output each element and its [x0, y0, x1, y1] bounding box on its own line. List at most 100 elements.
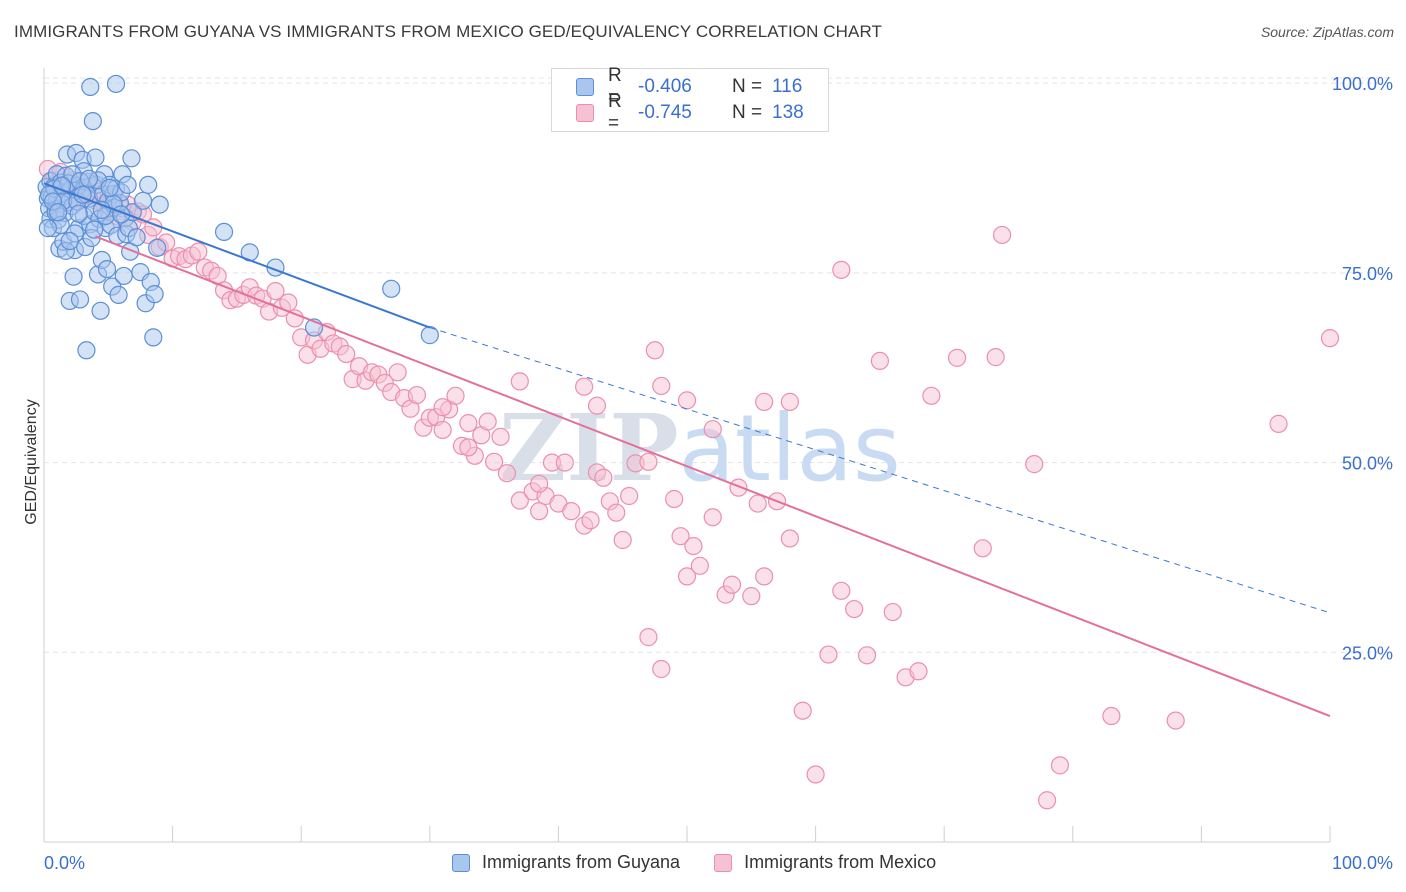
guyana-point: [69, 204, 88, 223]
mexico-point: [780, 392, 799, 411]
legend-swatch-mexico: [714, 853, 733, 872]
mexico-point: [620, 486, 639, 506]
n-label: N =: [732, 102, 763, 123]
y-tick-label: 75.0%: [1342, 264, 1393, 284]
series-legend: Immigrants from Guyana Immigrants from M…: [452, 852, 970, 873]
guyana-point: [86, 148, 105, 167]
mexico-point: [581, 511, 600, 530]
mexico-point: [992, 225, 1012, 245]
mexico-point: [729, 478, 748, 497]
trend-line-mexico: [95, 235, 1331, 717]
mexico-point: [755, 392, 774, 411]
mexico-point: [639, 628, 658, 647]
mexico-point: [555, 453, 574, 472]
mexico-point: [388, 363, 407, 382]
legend-row-guyana: R = -0.406 N = 116: [576, 65, 803, 108]
guyana-point: [49, 203, 68, 222]
mexico-point: [1320, 329, 1340, 348]
mexico-point: [986, 348, 1005, 367]
mexico-point: [446, 386, 465, 405]
guyana-point: [97, 259, 117, 279]
n-value-guyana: 116: [772, 76, 803, 97]
y-axis-label: GED/Equivalency: [23, 399, 40, 524]
mexico-point: [266, 281, 285, 301]
mexico-point: [973, 539, 992, 558]
x-tick-label-min: 0.0%: [44, 853, 85, 873]
mexico-point: [652, 376, 671, 396]
mexico-point: [677, 391, 697, 410]
mexico-point: [1269, 414, 1288, 433]
mexico-point: [530, 474, 549, 493]
n-value-mexico: 138: [772, 102, 804, 123]
legend-item-guyana[interactable]: Immigrants from Guyana: [452, 852, 680, 873]
guyana-point: [79, 169, 99, 188]
mexico-point: [575, 377, 594, 396]
mexico-point: [665, 489, 684, 509]
guyana-point: [70, 290, 90, 309]
mexico-point: [1166, 711, 1185, 730]
mexico-point: [1037, 791, 1057, 810]
mexico-point: [189, 242, 208, 261]
trend-line-guyana-extension: [429, 327, 1331, 614]
mexico-point: [780, 529, 799, 548]
r-value-guyana: -0.406: [638, 76, 692, 97]
chart-title: IMMIGRANTS FROM GUYANA VS IMMIGRANTS FRO…: [14, 22, 883, 41]
guyana-point: [91, 301, 110, 320]
n-label: N =: [732, 76, 763, 97]
guyana-point: [77, 341, 96, 360]
mexico-point: [337, 344, 356, 364]
guyana-point: [52, 176, 72, 195]
watermark-atlas: atlas: [679, 395, 901, 502]
mexico-point: [433, 420, 452, 440]
y-tick-label: 50.0%: [1342, 454, 1393, 474]
mexico-point: [1102, 706, 1121, 726]
mexico-point: [832, 581, 851, 600]
mexico-point: [1025, 455, 1044, 474]
guyana-point: [118, 175, 137, 194]
mexico-point: [690, 556, 709, 575]
guyana-point: [150, 195, 169, 214]
mexico-point: [491, 427, 510, 446]
guyana-point: [127, 228, 146, 247]
guyana-point: [109, 285, 128, 304]
mexico-point: [613, 530, 632, 550]
mexico-point: [607, 503, 626, 522]
mexico-point: [645, 341, 664, 360]
legend-swatch-guyana: [452, 853, 470, 872]
trend-layer: [43, 182, 1331, 717]
mexico-point: [497, 464, 517, 483]
legend-row-mexico: R = -0.745 N = 138: [576, 91, 804, 134]
mexico-point: [857, 646, 877, 665]
mexico-point: [285, 309, 304, 328]
mexico-point: [407, 385, 427, 405]
mexico-point: [684, 536, 703, 556]
mexico-point: [433, 398, 452, 417]
mexico-point: [755, 567, 774, 586]
grid-layer: [44, 77, 1393, 653]
guyana-point: [114, 266, 133, 286]
mexico-point: [883, 602, 902, 622]
y-tick-label: 100.0%: [1332, 74, 1393, 94]
guyana-point: [148, 238, 167, 257]
mexico-point: [947, 348, 967, 367]
guyana-point: [81, 77, 100, 97]
guyana-point: [83, 112, 102, 131]
series-guyana-points: [37, 74, 439, 360]
tick-labels: 100.0% 75.0% 50.0% 25.0% 0.0% 100.0%: [44, 74, 1393, 873]
mexico-point: [485, 452, 504, 471]
mexico-point: [1050, 756, 1070, 775]
mexico-point: [677, 567, 697, 586]
mexico-point: [832, 260, 851, 279]
guyana-point: [60, 231, 79, 251]
guyana-point: [100, 178, 119, 197]
legend-swatch-mexico: [576, 104, 594, 122]
mexico-point: [478, 412, 497, 431]
mexico-point: [909, 662, 928, 681]
mexico-point: [922, 386, 941, 405]
x-tick-label-max: 100.0%: [1332, 853, 1393, 873]
legend-item-mexico[interactable]: Immigrants from Mexico: [714, 852, 936, 873]
legend-label-guyana: Immigrants from Guyana: [482, 852, 681, 872]
mexico-point: [870, 351, 890, 371]
mexico-point: [562, 502, 581, 521]
